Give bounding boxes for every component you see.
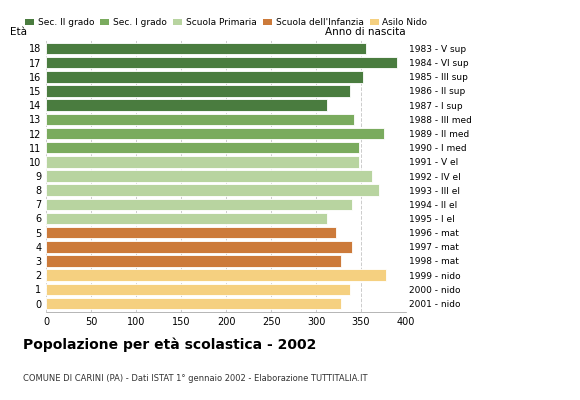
Bar [46,57,397,68]
Bar [46,114,354,125]
Bar [46,128,383,139]
Bar [46,227,336,238]
Bar [46,255,341,267]
Legend: Sec. II grado, Sec. I grado, Scuola Primaria, Scuola dell'Infanzia, Asilo Nido: Sec. II grado, Sec. I grado, Scuola Prim… [21,14,431,31]
Bar [46,241,352,253]
Text: Anno di nascita: Anno di nascita [325,27,406,37]
Bar [46,142,359,154]
Text: Popolazione per età scolastica - 2002: Popolazione per età scolastica - 2002 [23,338,317,352]
Bar [46,184,379,196]
Bar [46,71,363,83]
Bar [46,170,372,182]
Bar [46,85,350,97]
Bar [46,298,341,309]
Bar [46,99,327,111]
Text: Età: Età [10,27,27,37]
Bar [46,198,352,210]
Bar [46,156,359,168]
Text: COMUNE DI CARINI (PA) - Dati ISTAT 1° gennaio 2002 - Elaborazione TUTTITALIA.IT: COMUNE DI CARINI (PA) - Dati ISTAT 1° ge… [23,374,368,383]
Bar [46,213,327,224]
Bar [46,269,386,281]
Bar [46,284,350,295]
Bar [46,43,365,54]
